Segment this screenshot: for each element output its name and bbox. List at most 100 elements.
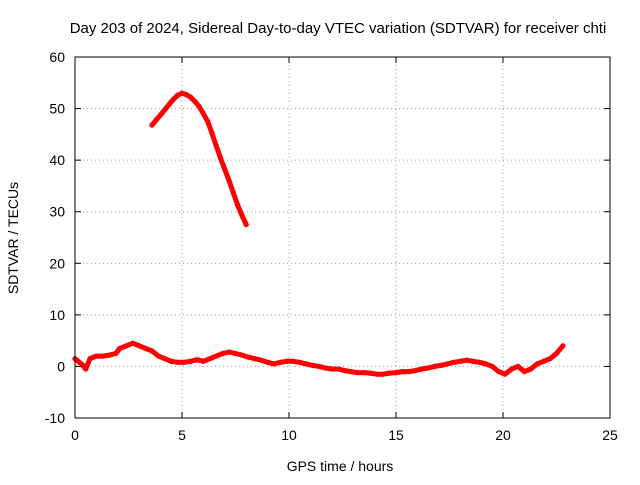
data-point xyxy=(329,366,335,372)
data-point xyxy=(239,212,245,218)
data-point xyxy=(166,101,172,107)
data-point xyxy=(226,178,232,184)
data-point xyxy=(183,92,189,98)
y-tick-label: 40 xyxy=(49,152,65,168)
y-axis-label: SDTVAR / TECUs xyxy=(5,182,21,294)
data-point xyxy=(217,155,224,161)
data-point xyxy=(162,356,168,362)
data-point xyxy=(232,350,239,357)
y-tick-label: 20 xyxy=(49,255,65,271)
data-point xyxy=(489,363,495,369)
x-tick-label: 0 xyxy=(71,427,79,443)
data-point xyxy=(541,358,547,364)
data-point xyxy=(560,343,566,349)
data-point xyxy=(521,369,528,375)
data-point xyxy=(205,118,211,125)
data-point xyxy=(235,202,241,208)
data-point xyxy=(367,370,373,376)
data-point xyxy=(534,361,540,367)
data-point xyxy=(181,359,187,365)
data-point xyxy=(170,96,176,102)
data-point xyxy=(419,366,425,372)
data-point xyxy=(284,358,290,364)
data-point xyxy=(188,358,194,364)
data-point xyxy=(502,371,508,377)
data-point xyxy=(226,349,232,355)
data-point xyxy=(220,350,226,357)
data-point xyxy=(303,361,309,367)
data-point xyxy=(78,361,84,367)
data-point xyxy=(136,343,142,349)
data-point xyxy=(464,357,470,363)
data-point xyxy=(553,350,560,357)
data-point xyxy=(117,345,123,351)
x-tick-label: 10 xyxy=(281,427,297,443)
data-point xyxy=(113,350,119,357)
x-tick-label: 15 xyxy=(388,427,404,443)
data-point xyxy=(153,117,159,123)
data-point xyxy=(457,358,463,364)
data-point xyxy=(509,366,515,372)
y-tick-label: -10 xyxy=(45,410,65,426)
data-point xyxy=(483,361,489,367)
data-point xyxy=(258,357,264,363)
data-point xyxy=(149,122,155,128)
data-point xyxy=(496,369,502,375)
data-point xyxy=(93,353,99,359)
data-point xyxy=(277,359,283,365)
data-point xyxy=(354,370,361,376)
data-point xyxy=(207,356,213,362)
data-point xyxy=(547,356,553,362)
y-tick-label: 60 xyxy=(49,49,65,65)
data-point xyxy=(252,356,258,362)
x-tick-label: 25 xyxy=(602,427,618,443)
x-tick-label: 20 xyxy=(495,427,511,443)
data-point xyxy=(155,353,162,359)
axis-ticks: 0 5 10 15 20 25 -10 0 10 20 30 40 50 60 xyxy=(45,49,618,443)
data-point xyxy=(222,166,228,172)
data-point xyxy=(444,361,450,367)
y-tick-label: 10 xyxy=(49,307,65,323)
data-point xyxy=(528,366,534,372)
data-point xyxy=(100,353,106,359)
data-point xyxy=(271,361,277,367)
data-point xyxy=(143,345,149,351)
data-point xyxy=(348,369,354,375)
data-point xyxy=(188,94,194,100)
data-point xyxy=(425,365,431,371)
data-point xyxy=(168,358,174,364)
data-point xyxy=(162,107,168,113)
data-point xyxy=(322,365,328,371)
data-point xyxy=(438,362,444,368)
data-point xyxy=(230,190,236,196)
data-point xyxy=(106,352,112,358)
data-point xyxy=(179,90,185,96)
data-point xyxy=(335,366,341,372)
data-point xyxy=(192,98,198,104)
data-point xyxy=(196,103,202,110)
data-point xyxy=(387,370,393,376)
data-point xyxy=(412,368,418,374)
data-point xyxy=(200,358,206,364)
series-line xyxy=(149,90,249,228)
x-tick-label: 5 xyxy=(178,427,186,443)
series-layer xyxy=(72,90,566,377)
data-point xyxy=(200,111,206,117)
data-point xyxy=(213,143,219,149)
data-point xyxy=(265,359,271,365)
data-point xyxy=(209,130,215,136)
y-tick-label: 50 xyxy=(49,101,65,117)
data-point xyxy=(290,358,296,364)
y-tick-label: 0 xyxy=(57,358,65,374)
plot-frame xyxy=(74,56,611,419)
data-point xyxy=(470,358,476,364)
data-point xyxy=(374,371,380,377)
data-point xyxy=(406,369,412,375)
data-point xyxy=(297,359,303,365)
data-point xyxy=(476,359,483,365)
data-point xyxy=(130,340,136,346)
data-point xyxy=(149,348,155,354)
x-axis-label: GPS time / hours xyxy=(287,458,394,474)
